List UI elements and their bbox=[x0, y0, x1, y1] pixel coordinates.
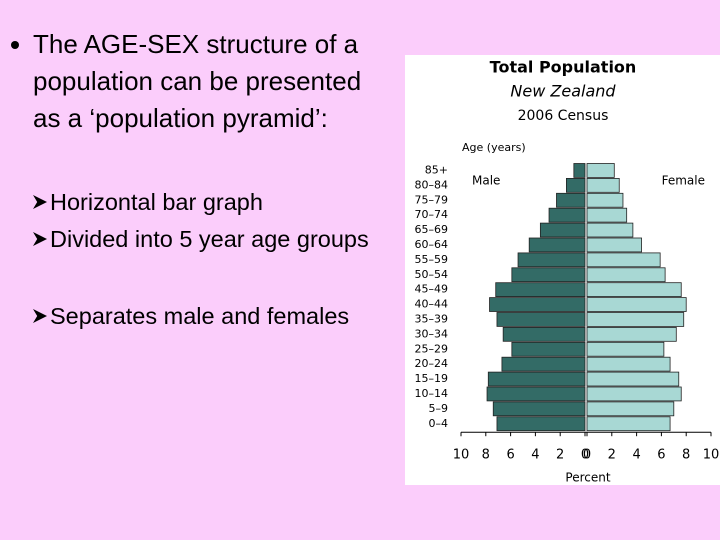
x-axis-label: Percent bbox=[565, 471, 610, 485]
x-tick-label: 2 bbox=[608, 448, 616, 463]
x-tick-label: 2 bbox=[556, 448, 564, 463]
x-tick-label: 6 bbox=[657, 448, 665, 463]
female-bar bbox=[586, 163, 615, 178]
male-bar bbox=[556, 192, 586, 208]
x-tick-label: 6 bbox=[506, 448, 514, 463]
female-bar bbox=[586, 326, 677, 342]
male-bar bbox=[492, 401, 586, 417]
x-tick-label: 8 bbox=[682, 448, 690, 463]
male-bar bbox=[501, 356, 586, 372]
male-bar bbox=[539, 222, 586, 238]
male-bar bbox=[548, 207, 586, 223]
male-bar bbox=[528, 237, 586, 253]
y-tick-label: 65–69 bbox=[415, 223, 449, 236]
y-tick-label: 50–54 bbox=[415, 268, 449, 281]
legend-label: Male bbox=[472, 174, 500, 188]
male-bar bbox=[511, 341, 586, 357]
x-tick-label: 4 bbox=[632, 448, 640, 463]
y-tick-label: 55–59 bbox=[415, 253, 449, 266]
chart-title: Total Population bbox=[490, 58, 637, 77]
male-bar bbox=[517, 252, 586, 268]
y-tick-label: 0–4 bbox=[429, 417, 449, 430]
y-tick-label: 5–9 bbox=[429, 402, 449, 415]
female-bar bbox=[586, 416, 671, 432]
legend-label: Female bbox=[662, 174, 705, 188]
sub-bullet-text: Divided into 5 year age groups bbox=[50, 226, 369, 252]
male-bar bbox=[502, 326, 586, 342]
sub-bullet: Divided into 5 year age groups bbox=[33, 221, 380, 257]
x-tick-label: 8 bbox=[482, 448, 490, 463]
chart-subtitle: New Zealand bbox=[510, 82, 616, 101]
female-bar bbox=[586, 282, 682, 298]
y-tick-label: 20–24 bbox=[415, 357, 449, 370]
y-tick-label: 15–19 bbox=[415, 372, 449, 385]
male-bar bbox=[489, 297, 586, 312]
y-tick-label: 40–44 bbox=[415, 298, 449, 311]
female-bar bbox=[586, 312, 685, 327]
male-bar bbox=[573, 163, 586, 178]
y-tick-label: 85+ bbox=[425, 163, 448, 176]
female-bar bbox=[586, 237, 642, 253]
sub-bullet-text: Horizontal bar graph bbox=[50, 189, 263, 215]
male-bar bbox=[496, 312, 586, 327]
y-tick-label: 10–14 bbox=[415, 387, 449, 400]
y-tick-label: 30–34 bbox=[415, 327, 449, 340]
male-bar bbox=[487, 371, 586, 387]
female-bar bbox=[586, 252, 661, 268]
female-bar bbox=[586, 222, 634, 238]
male-bar bbox=[566, 177, 586, 193]
y-tick-label: 80–84 bbox=[415, 178, 449, 191]
chart-subtitle: 2006 Census bbox=[518, 108, 609, 124]
y-tick-label: 75–79 bbox=[415, 193, 449, 206]
y-tick-label: 60–64 bbox=[415, 238, 449, 251]
female-bar bbox=[586, 192, 624, 208]
male-bar bbox=[511, 267, 586, 283]
x-tick-label: 4 bbox=[531, 448, 539, 463]
y-tick-label: 70–74 bbox=[415, 208, 449, 221]
female-bar bbox=[586, 341, 665, 357]
y-axis-label: Age (years) bbox=[462, 141, 526, 154]
bullet-dot bbox=[11, 41, 19, 49]
female-bar bbox=[586, 401, 675, 417]
female-bar bbox=[586, 207, 628, 223]
female-bar bbox=[586, 356, 671, 372]
sub-bullet: Horizontal bar graph bbox=[33, 184, 380, 220]
male-bar bbox=[486, 386, 586, 402]
x-tick-label: 10 bbox=[703, 448, 720, 463]
x-tick-label: 0 bbox=[583, 448, 591, 463]
sub-bullet: Separates male and females bbox=[33, 298, 380, 334]
female-bar bbox=[586, 297, 687, 312]
y-tick-label: 45–49 bbox=[415, 283, 449, 296]
female-bar bbox=[586, 267, 666, 283]
y-tick-label: 35–39 bbox=[415, 312, 449, 325]
female-bar bbox=[586, 177, 620, 193]
y-tick-label: 25–29 bbox=[415, 342, 449, 355]
female-bar bbox=[586, 386, 682, 402]
x-tick-label: 0 bbox=[581, 448, 589, 463]
bullet: The AGE-SEX structure of a population ca… bbox=[11, 26, 383, 137]
male-bar bbox=[495, 282, 586, 298]
female-bar bbox=[586, 371, 680, 387]
male-bar bbox=[496, 416, 586, 432]
bullet-text: The AGE-SEX structure of a population ca… bbox=[33, 29, 362, 133]
sub-bullet-text: Separates male and females bbox=[50, 303, 350, 329]
x-tick-label: 10 bbox=[453, 448, 470, 463]
